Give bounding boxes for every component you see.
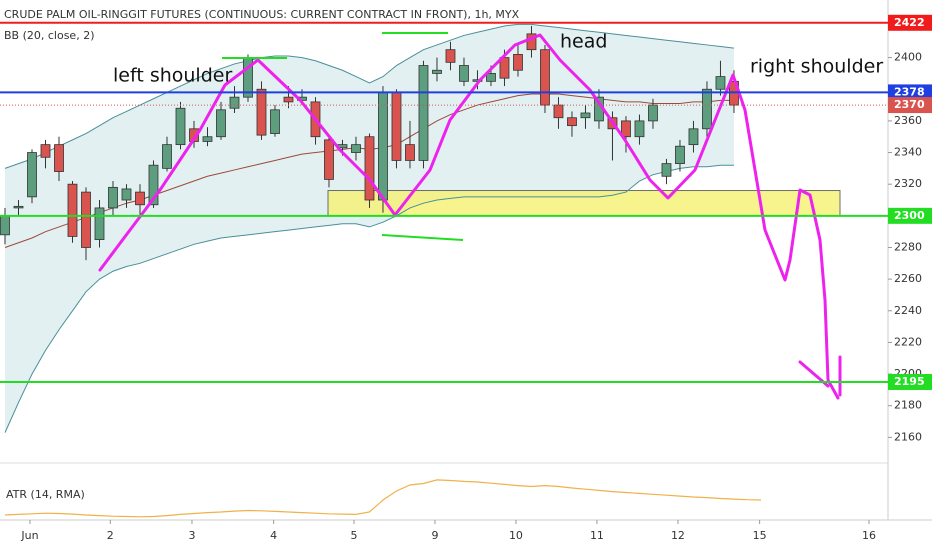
indicator-label: BB (20, close, 2) <box>4 29 95 42</box>
x-tick-label: 5 <box>350 529 357 542</box>
band-line <box>4 23 735 169</box>
candle-body <box>621 120 631 138</box>
candle-body <box>391 92 402 161</box>
hs-drawing <box>98 33 840 400</box>
candle-body <box>94 207 105 240</box>
candle-body <box>175 107 186 146</box>
indicator-label: ATR (14, RMA) <box>6 488 85 501</box>
x-tick-label: 15 <box>753 529 767 542</box>
atr-line <box>4 479 761 518</box>
candle-body <box>688 128 699 146</box>
candle-body <box>148 164 159 206</box>
x-tick-label: 10 <box>509 529 523 542</box>
x-tick-label: 9 <box>431 529 438 542</box>
candle-body <box>162 144 172 169</box>
candle-body <box>216 109 226 138</box>
candle-body <box>702 88 712 130</box>
candle-body <box>445 49 456 63</box>
price-tag-label: 2378 <box>894 85 925 98</box>
y-tick-label: 2340 <box>894 146 922 159</box>
y-tick-label: 2320 <box>894 177 922 190</box>
candle-body <box>108 186 118 209</box>
zone <box>327 190 841 217</box>
candle-body <box>648 104 658 122</box>
candle-body <box>553 104 564 119</box>
y-tick-label: 2400 <box>894 51 922 64</box>
candle-body <box>405 144 415 161</box>
y-tick-label: 2160 <box>894 430 922 443</box>
candle-body <box>81 191 91 248</box>
candle-body <box>202 136 213 142</box>
annotation: left shoulder <box>113 65 232 87</box>
band-line <box>4 164 734 433</box>
candle-body <box>634 120 645 138</box>
candle-body <box>715 76 726 90</box>
annotation: right shoulder <box>750 56 883 78</box>
level-marks <box>222 32 464 241</box>
candle-body <box>229 96 240 109</box>
candle-body <box>324 139 334 180</box>
candle-body <box>364 136 375 201</box>
candle-body <box>378 92 388 201</box>
price-tag <box>888 207 932 224</box>
candle-body <box>54 144 64 172</box>
candle-body <box>0 215 10 236</box>
candle-body <box>256 88 267 136</box>
candle-body <box>513 54 523 71</box>
main-pane <box>0 23 841 433</box>
price-tag-label: 2300 <box>894 209 925 222</box>
y-tick-label: 2280 <box>894 240 922 253</box>
price-tag <box>888 84 932 101</box>
candle-body <box>580 112 591 119</box>
y-tick-label: 2180 <box>894 399 922 412</box>
y-tick-label: 2360 <box>894 114 922 127</box>
candle-body <box>351 144 361 153</box>
candle-body <box>135 191 145 206</box>
candle-body <box>661 163 672 177</box>
x-tick-label: 16 <box>862 529 876 542</box>
price-tag <box>888 14 932 31</box>
level-mark <box>381 234 464 241</box>
candle-body <box>40 144 51 158</box>
x-tick-label: Jun <box>20 529 38 542</box>
candle-body <box>270 109 280 134</box>
candle-body <box>540 49 550 106</box>
y-tick-label: 2260 <box>894 272 922 285</box>
y-tick-label: 2220 <box>894 335 922 348</box>
x-tick-label: 11 <box>590 529 604 542</box>
x-tick-label: 4 <box>270 529 277 542</box>
candle-body <box>283 96 294 103</box>
candle-body <box>675 145 685 165</box>
x-tick-label: 12 <box>671 529 685 542</box>
price-tag-label: 2195 <box>894 375 925 388</box>
candle-body <box>121 188 132 201</box>
price-tag <box>888 97 932 114</box>
x-tick-label: 2 <box>107 529 114 542</box>
y-tick-label: 2240 <box>894 304 922 317</box>
x-tick-label: 3 <box>188 529 195 542</box>
candle-body <box>418 65 429 161</box>
price-tag-label: 2422 <box>894 16 925 29</box>
candle-body <box>432 69 442 74</box>
price-tag-label: 2370 <box>894 98 925 111</box>
candle-body <box>567 117 577 127</box>
candle-body <box>459 65 469 82</box>
candle-body <box>27 152 37 198</box>
price-tag <box>888 373 932 390</box>
chart-title: CRUDE PALM OIL-RINGGIT FUTURES (CONTINUO… <box>4 8 520 21</box>
candle-body <box>67 183 78 237</box>
candle-body <box>486 73 496 82</box>
candle-body <box>13 205 24 209</box>
band-fill <box>4 24 734 433</box>
annotation: head <box>560 31 607 53</box>
